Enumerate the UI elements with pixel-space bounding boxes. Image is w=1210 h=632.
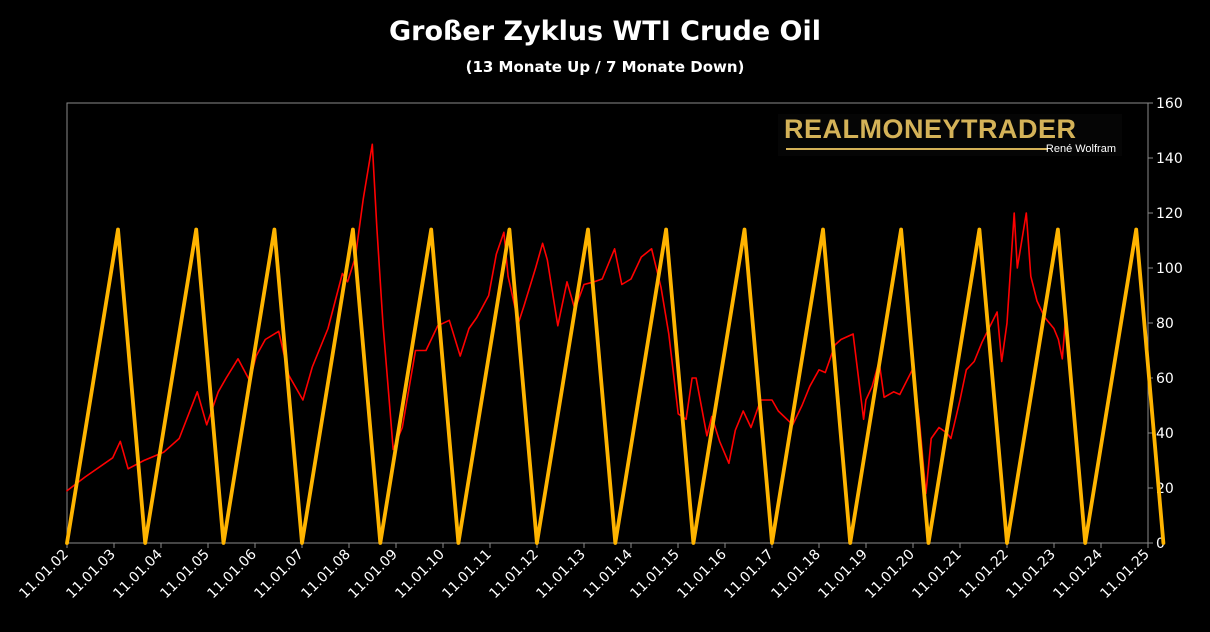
x-tick-label-3: 11.01.05 [157,547,212,602]
x-tick-label-0: 11.01.02 [16,547,71,602]
x-tick-label-7: 11.01.09 [345,547,400,602]
x-tick-label-12: 11.01.14 [580,546,635,601]
x-tick-label-11: 11.01.13 [533,547,588,602]
x-tick-label-6: 11.01.08 [298,547,353,602]
x-tick-label-18: 11.01.20 [862,547,917,602]
x-tick-label-13: 11.01.15 [627,547,682,602]
x-tick-label-8: 11.01.10 [392,547,447,602]
cycle-line [65,227,1166,545]
x-tick-label-4: 11.01.06 [204,546,259,601]
y-tick-label-40: 40 [1156,426,1174,442]
x-tick-label-14: 11.01.16 [674,546,729,601]
watermark-logo: REALMONEYTRADER René Wolfram [778,114,1122,156]
x-tick-label-19: 11.01.21 [909,547,964,602]
y-tick-label-120: 120 [1156,206,1183,222]
y-tick-label-0: 0 [1156,536,1165,552]
x-tick-label-9: 11.01.11 [439,547,494,602]
chart-subtitle: (13 Monate Up / 7 Monate Down) [465,58,745,76]
x-tick-label-2: 11.01.04 [110,546,165,601]
watermark-main-text: REALMONEYTRADER [784,114,1077,144]
x-tick-label-15: 11.01.17 [721,547,776,602]
x-tick-label-1: 11.01.03 [63,547,118,602]
x-tick-label-10: 11.01.12 [486,547,541,602]
y-tick-label-160: 160 [1156,96,1183,112]
y-tick-label-140: 140 [1156,151,1183,167]
y-tick-label-100: 100 [1156,261,1183,277]
x-tick-label-22: 11.01.24 [1050,546,1105,601]
watermark-sub-text: René Wolfram [1045,143,1116,155]
x-tick-label-20: 11.01.22 [956,547,1011,602]
y-tick-label-80: 80 [1156,316,1174,332]
x-tick-label-16: 11.01.18 [768,547,823,602]
y-tick-label-60: 60 [1156,371,1174,387]
x-tick-label-17: 11.01.19 [815,547,870,602]
x-tick-label-21: 11.01.23 [1003,547,1058,602]
x-tick-label-5: 11.01.07 [251,547,306,602]
wti-price-line [66,143,1069,495]
chart-title: Großer Zyklus WTI Crude Oil [388,16,822,47]
x-tick-label-23: 11.01.25 [1097,547,1152,602]
watermark-underline [786,148,1048,150]
